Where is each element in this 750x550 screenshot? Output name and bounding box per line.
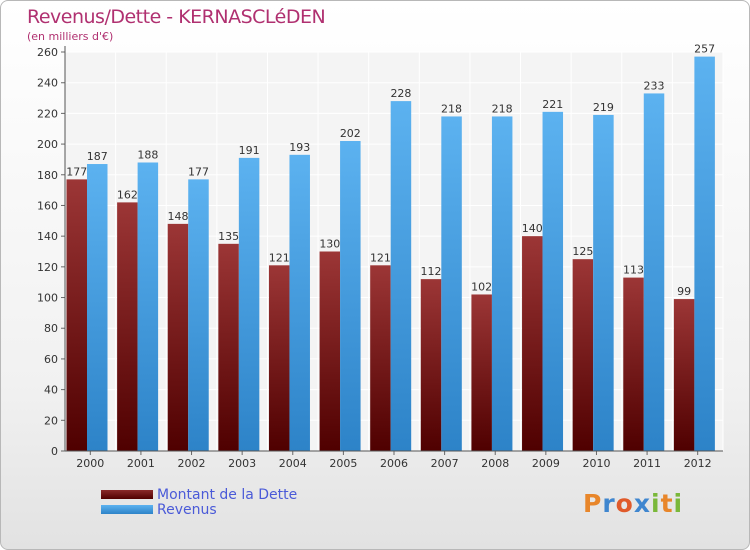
logo-letter: P bbox=[583, 489, 603, 518]
y-tick-label: 180 bbox=[37, 169, 58, 182]
x-tick-label: 2010 bbox=[582, 457, 610, 470]
legend-swatch-revenus bbox=[101, 505, 153, 514]
y-tick-label: 220 bbox=[37, 107, 58, 120]
data-label-debt: 162 bbox=[117, 188, 138, 201]
data-label-debt: 148 bbox=[167, 210, 188, 223]
x-tick-label: 2002 bbox=[178, 457, 206, 470]
y-tick-label: 200 bbox=[37, 138, 58, 151]
bar-revenus bbox=[441, 116, 462, 451]
data-label-debt: 112 bbox=[421, 265, 442, 278]
data-label-debt: 130 bbox=[319, 238, 340, 251]
data-label-revenus: 218 bbox=[492, 102, 513, 115]
y-tick-label: 20 bbox=[44, 414, 58, 427]
logo-letter: i bbox=[651, 489, 661, 518]
legend-item-debt: Montant de la Dette bbox=[101, 486, 298, 503]
bar-debt bbox=[623, 277, 644, 451]
data-label-revenus: 202 bbox=[340, 127, 361, 140]
x-tick-label: 2001 bbox=[127, 457, 155, 470]
data-label-debt: 177 bbox=[66, 165, 87, 178]
bar-debt bbox=[420, 279, 442, 451]
bar-debt bbox=[572, 259, 594, 451]
logo-letter: o bbox=[615, 489, 634, 518]
bar-revenus bbox=[340, 141, 361, 451]
x-tick-label: 2003 bbox=[228, 457, 256, 470]
y-tick-label: 60 bbox=[44, 353, 58, 366]
data-label-debt: 125 bbox=[572, 245, 593, 258]
legend-label-debt: Montant de la Dette bbox=[157, 486, 298, 503]
data-label-debt: 121 bbox=[370, 251, 391, 264]
data-label-revenus: 219 bbox=[593, 101, 614, 114]
logo-letter: r bbox=[602, 489, 616, 518]
data-label-revenus: 191 bbox=[239, 144, 260, 157]
data-label-debt: 140 bbox=[522, 222, 543, 235]
bar-debt bbox=[117, 202, 138, 451]
bar-revenus bbox=[694, 56, 715, 451]
bar-debt bbox=[66, 179, 87, 451]
y-tick-label: 120 bbox=[37, 261, 58, 274]
bar-revenus bbox=[87, 164, 108, 451]
bar-debt bbox=[319, 251, 341, 451]
logo-letter: i bbox=[673, 489, 684, 518]
bar-debt bbox=[471, 294, 492, 451]
y-tick-label: 0 bbox=[51, 445, 58, 458]
data-label-revenus: 218 bbox=[441, 102, 462, 115]
x-tick-label: 2009 bbox=[532, 457, 560, 470]
x-tick-label: 2004 bbox=[279, 457, 307, 470]
x-tick-label: 2008 bbox=[481, 457, 509, 470]
data-label-revenus: 188 bbox=[137, 148, 158, 161]
data-label-revenus: 221 bbox=[542, 98, 563, 111]
chart-legend: Montant de la Dette Revenus bbox=[101, 486, 298, 518]
x-tick-label: 2006 bbox=[380, 457, 408, 470]
data-label-revenus: 233 bbox=[644, 79, 665, 92]
proxiti-logo: Proxiti bbox=[583, 489, 683, 518]
bar-revenus bbox=[542, 111, 564, 451]
logo-letter: t bbox=[660, 489, 674, 518]
bar-debt bbox=[673, 299, 695, 451]
data-label-revenus: 187 bbox=[87, 150, 108, 163]
data-label-debt: 113 bbox=[623, 264, 644, 277]
data-label-revenus: 257 bbox=[694, 43, 715, 56]
x-tick-label: 2011 bbox=[633, 457, 661, 470]
x-tick-label: 2005 bbox=[329, 457, 357, 470]
data-label-debt: 135 bbox=[218, 230, 239, 243]
y-tick-label: 40 bbox=[44, 384, 58, 397]
bar-revenus bbox=[137, 162, 159, 451]
x-tick-label: 2007 bbox=[431, 457, 459, 470]
bar-revenus bbox=[289, 154, 310, 452]
x-tick-label: 2000 bbox=[76, 457, 104, 470]
bar-debt bbox=[167, 223, 189, 451]
data-label-revenus: 228 bbox=[390, 87, 411, 100]
legend-swatch-debt bbox=[101, 490, 153, 499]
bar-revenus bbox=[238, 157, 260, 451]
bar-debt bbox=[522, 236, 543, 451]
y-tick-label: 140 bbox=[37, 230, 58, 243]
bar-revenus bbox=[390, 101, 412, 451]
logo-letter: x bbox=[633, 489, 651, 518]
data-label-revenus: 177 bbox=[188, 165, 209, 178]
chart-title: Revenus/Dette - KERNASCLéDEN bbox=[27, 6, 326, 28]
y-tick-label: 260 bbox=[37, 46, 58, 59]
chart-subtitle: (en milliers d'€) bbox=[27, 30, 114, 43]
data-label-debt: 121 bbox=[269, 251, 290, 264]
data-label-debt: 102 bbox=[471, 280, 492, 293]
legend-item-revenus: Revenus bbox=[101, 501, 297, 518]
bar-debt bbox=[218, 243, 239, 451]
legend-label-revenus: Revenus bbox=[157, 501, 217, 518]
bar-revenus bbox=[643, 93, 665, 451]
y-tick-label: 80 bbox=[44, 322, 58, 335]
data-label-debt: 99 bbox=[677, 285, 691, 298]
y-tick-label: 160 bbox=[37, 199, 58, 212]
bar-revenus bbox=[491, 116, 513, 451]
bar-revenus bbox=[593, 114, 614, 452]
x-tick-label: 2012 bbox=[684, 457, 712, 470]
data-label-revenus: 193 bbox=[289, 141, 310, 154]
bar-debt bbox=[370, 265, 391, 451]
y-tick-label: 100 bbox=[37, 292, 58, 305]
bar-debt bbox=[268, 265, 290, 451]
bar-revenus bbox=[188, 179, 209, 451]
y-tick-label: 240 bbox=[37, 77, 58, 90]
